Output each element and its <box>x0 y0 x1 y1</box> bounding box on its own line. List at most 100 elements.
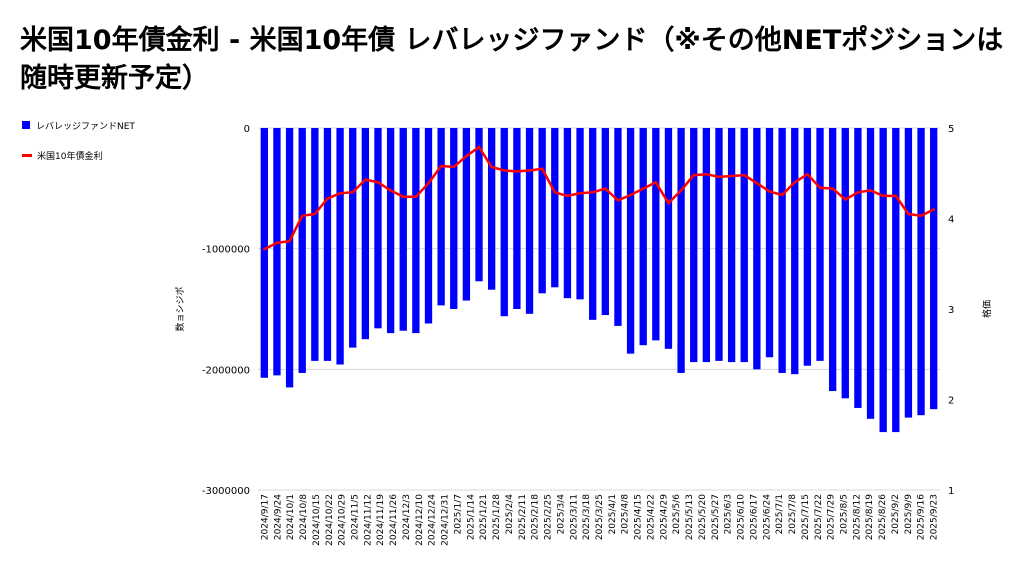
line-point <box>843 198 847 201</box>
legend-swatch-bar <box>22 121 30 129</box>
bar <box>487 128 496 290</box>
bar <box>450 128 458 309</box>
x-tick-label: 2024/11/26 <box>389 494 399 546</box>
x-tick-label: 2025/7/15 <box>801 494 811 540</box>
line-point <box>641 187 645 190</box>
y-left-tick-label: 0 <box>244 124 250 135</box>
bar <box>803 128 812 366</box>
y-left-tick-label: -3000000 <box>202 486 250 497</box>
line-point <box>439 164 443 168</box>
x-tick-label: 2025/2/11 <box>518 494 528 540</box>
x-tick-label: 2024/12/3 <box>402 494 412 540</box>
x-tick-label: 2024/9/24 <box>273 494 283 540</box>
bar <box>664 128 673 349</box>
x-tick-label: 2025/3/11 <box>569 494 579 540</box>
bar <box>601 128 609 316</box>
x-tick-label: 2025/6/10 <box>737 494 747 540</box>
line-point <box>604 187 607 190</box>
x-tick-label: 2025/9/9 <box>904 494 914 535</box>
line-point <box>616 199 620 202</box>
line-point <box>300 214 304 218</box>
bar <box>336 128 344 365</box>
line-point <box>667 201 670 205</box>
line-point <box>591 190 594 194</box>
bar <box>412 128 420 334</box>
bar <box>614 128 622 326</box>
line-point <box>477 145 481 149</box>
line-point <box>427 181 430 185</box>
line-point <box>654 181 658 184</box>
line-point <box>894 194 898 198</box>
x-tick-label: 2025/2/25 <box>544 494 554 540</box>
line-point <box>881 194 885 198</box>
bar <box>323 128 332 361</box>
x-tick-label: 2025/7/22 <box>814 494 824 540</box>
line-point <box>540 167 544 171</box>
y-left-tick-label: -2000000 <box>202 365 250 376</box>
line-point <box>793 181 797 184</box>
line-point <box>818 186 822 190</box>
y-right-tick-label: 2 <box>948 396 954 407</box>
bar <box>361 128 370 340</box>
line-point <box>326 197 329 200</box>
bar <box>563 128 572 299</box>
line-point <box>502 169 506 172</box>
legend-label-bar: レバレッジファンドNET <box>36 121 135 132</box>
bar <box>879 128 887 433</box>
legend: レバレッジファンドNET 米国10年債金利 <box>22 118 135 178</box>
x-tick-label: 2025/1/14 <box>466 494 476 540</box>
bar <box>866 128 875 419</box>
bar <box>589 128 597 320</box>
y-left-axis-title: 数ョシジポ <box>174 286 186 331</box>
line-point <box>806 172 809 176</box>
bar <box>841 128 849 399</box>
line-point <box>755 181 759 185</box>
x-tick-label: 2024/11/19 <box>376 494 386 546</box>
bar <box>626 128 635 354</box>
bar <box>538 128 546 294</box>
x-tick-label: 2025/4/15 <box>634 494 644 540</box>
bar <box>639 128 647 346</box>
bar <box>892 128 900 433</box>
line-point <box>869 189 872 192</box>
x-tick-label: 2025/6/3 <box>724 494 734 534</box>
line-point <box>288 239 291 243</box>
x-tick-label: 2024/11/5 <box>351 494 361 540</box>
bar <box>475 128 483 282</box>
y-left-tick-label: -1000000 <box>202 245 250 256</box>
bar <box>904 128 913 418</box>
legend-label-line: 米国10年債金利 <box>37 151 103 162</box>
line-point <box>528 169 531 172</box>
bar <box>930 128 938 410</box>
line-point <box>490 165 493 169</box>
bar <box>778 128 786 373</box>
x-tick-label: 2025/9/23 <box>930 494 940 540</box>
x-tick-label: 2025/4/22 <box>646 494 656 540</box>
line-point <box>351 190 355 194</box>
bar <box>525 128 534 314</box>
x-tick-label: 2025/7/1 <box>775 494 785 534</box>
y-right-tick-label: 1 <box>948 486 954 497</box>
line-point <box>919 214 923 218</box>
legend-item-bar: レバレッジファンドNET <box>22 118 135 132</box>
x-tick-label: 2025/8/26 <box>878 494 888 540</box>
line-point <box>705 172 708 176</box>
x-tick-label: 2025/3/25 <box>595 494 605 540</box>
line-point <box>856 190 860 194</box>
chart-title: 米国10年債金利 - 米国10年債 レバレッジファンド（※その他NETポジション… <box>20 25 1004 94</box>
x-tick-label: 2024/11/12 <box>363 494 373 546</box>
bar <box>311 128 319 361</box>
line-point <box>389 189 392 192</box>
bar <box>677 128 685 373</box>
line-point <box>730 174 733 178</box>
x-tick-label: 2025/9/16 <box>917 494 927 540</box>
line-point <box>364 178 367 181</box>
y-right-tick-label: 3 <box>948 305 954 316</box>
y-right-axis-title: 格価 <box>981 300 993 318</box>
bar <box>791 128 799 375</box>
line-point <box>717 175 721 179</box>
x-tick-label: 2025/3/18 <box>582 494 592 540</box>
bar <box>690 128 698 363</box>
bar <box>854 128 862 408</box>
bar <box>702 128 711 363</box>
